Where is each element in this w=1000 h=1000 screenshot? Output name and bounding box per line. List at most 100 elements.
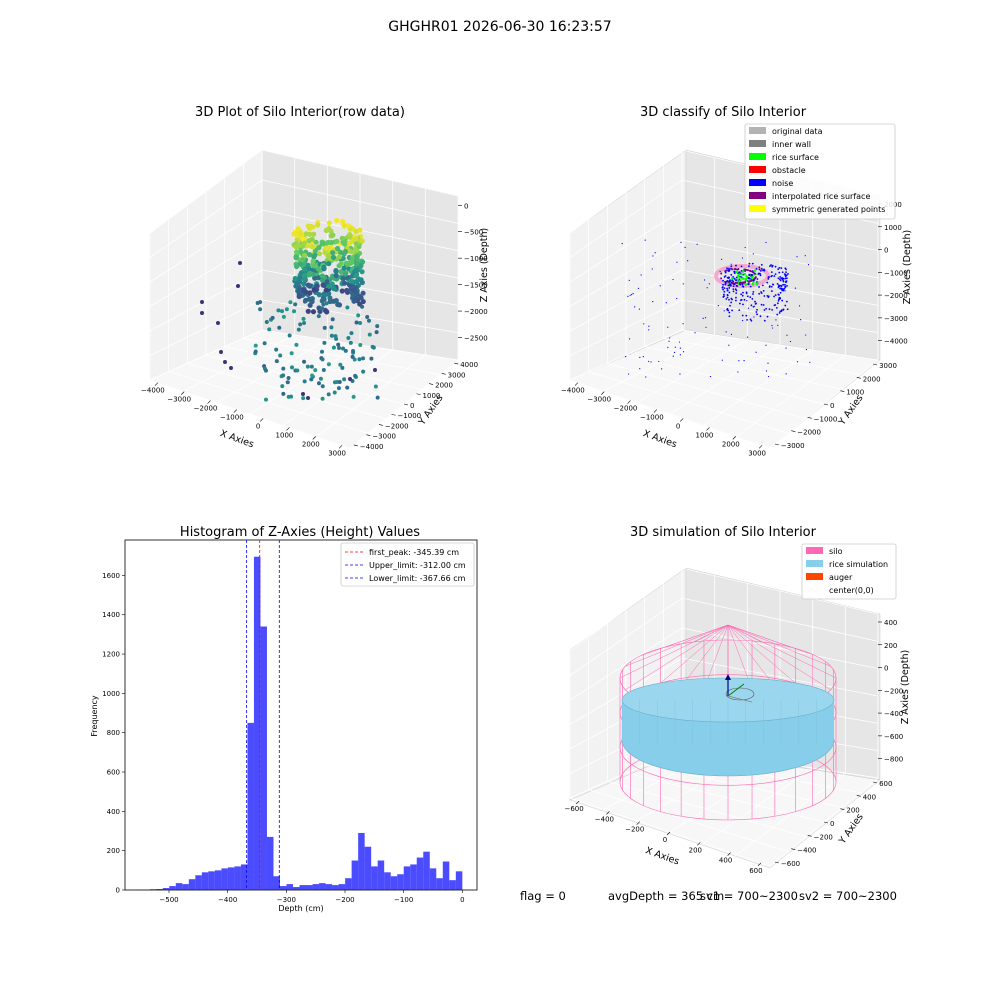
classify-noise-point bbox=[732, 285, 735, 288]
sim-roof-wire bbox=[727, 624, 762, 643]
classify-noise-point bbox=[629, 294, 631, 296]
raw-point bbox=[354, 320, 359, 325]
cls-y-tick bbox=[856, 377, 861, 379]
classify-noise-point bbox=[696, 243, 698, 245]
raw-point bbox=[329, 333, 334, 338]
raw-point bbox=[236, 284, 240, 288]
sim-y-tick-label: −400 bbox=[797, 847, 816, 855]
classify-rice-point bbox=[750, 273, 754, 277]
raw-point bbox=[312, 275, 318, 281]
classify-noise-point bbox=[777, 324, 779, 326]
hist-vlines bbox=[246, 540, 280, 890]
classify-noise-point bbox=[805, 334, 807, 336]
classify-noise-point bbox=[651, 268, 653, 270]
raw-point bbox=[341, 280, 348, 286]
raw-y-tick-label: −3000 bbox=[372, 433, 396, 441]
raw-point bbox=[310, 258, 316, 264]
raw-point bbox=[340, 365, 345, 370]
hist-bar bbox=[410, 864, 417, 890]
hist-x-ticks: −500 −400 −300 −200 −100 0 bbox=[159, 890, 465, 904]
raw-point bbox=[322, 325, 327, 330]
classify-noise-point bbox=[755, 311, 758, 313]
hist-y-tick-label: 400 bbox=[107, 808, 120, 816]
hist-y-tick-label: 800 bbox=[107, 729, 120, 737]
classify-noise-point bbox=[785, 347, 787, 349]
hist-bar bbox=[214, 870, 222, 890]
raw-point bbox=[321, 367, 326, 372]
classify-rice-point bbox=[747, 282, 750, 286]
classify-noise-point bbox=[642, 356, 644, 358]
raw-x-tick-label: −1000 bbox=[220, 414, 244, 422]
raw-point bbox=[374, 330, 379, 335]
classify-noise-point bbox=[721, 359, 723, 361]
sim-legend: silo rice simulation auger center(0,0) bbox=[801, 543, 897, 600]
raw-point bbox=[359, 269, 365, 275]
classify-noise-point bbox=[679, 347, 681, 349]
classify-noise-point bbox=[704, 317, 707, 319]
raw-point bbox=[359, 238, 365, 244]
sim-roof-wire bbox=[694, 624, 729, 643]
classify-noise-point bbox=[766, 281, 769, 284]
hist-x-tick-label: −100 bbox=[394, 896, 413, 904]
raw-point bbox=[284, 307, 289, 312]
raw-point bbox=[294, 342, 299, 347]
raw-point bbox=[323, 245, 329, 251]
hist-bar bbox=[169, 886, 176, 890]
raw-point bbox=[321, 296, 327, 303]
classify-rice-point bbox=[756, 282, 759, 285]
raw-point bbox=[351, 394, 356, 399]
classify-rice-point bbox=[738, 273, 741, 276]
hist-legend-box bbox=[340, 542, 475, 587]
classify-noise-point bbox=[719, 270, 721, 273]
raw-point bbox=[302, 379, 307, 384]
raw-point bbox=[336, 254, 342, 260]
raw-point bbox=[311, 254, 317, 260]
classify-noise-point bbox=[737, 371, 739, 373]
raw-point bbox=[373, 384, 378, 389]
classify-noise-point bbox=[682, 283, 684, 285]
classify-noise-point bbox=[726, 287, 728, 290]
classify-noise-point bbox=[634, 306, 636, 308]
hist-bar bbox=[253, 556, 261, 890]
raw-z-tick-label: −2000 bbox=[464, 308, 488, 316]
classify-rice-point bbox=[745, 274, 748, 278]
classify-noise-point bbox=[786, 285, 788, 287]
classify-noise-point bbox=[735, 276, 738, 279]
raw-title: 3D Plot of Silo Interior(row data) bbox=[195, 105, 405, 120]
raw-point bbox=[343, 260, 350, 266]
hist-bar bbox=[338, 884, 346, 890]
classify-noise-point bbox=[637, 287, 640, 289]
classify-noise-point bbox=[781, 271, 784, 274]
classify-noise-point bbox=[762, 269, 764, 272]
classify-rice-point bbox=[728, 279, 732, 282]
classify-noise-point bbox=[765, 344, 767, 346]
raw-point bbox=[338, 260, 344, 266]
raw-point bbox=[326, 392, 331, 397]
cls-x-tick-label: −2000 bbox=[614, 405, 638, 413]
classify-noise-point bbox=[759, 274, 762, 277]
classify-noise-point bbox=[650, 361, 652, 363]
classify-noise-point bbox=[672, 278, 674, 281]
raw-point bbox=[320, 282, 326, 288]
raw-point bbox=[287, 333, 292, 338]
classify-noise-point bbox=[735, 292, 738, 294]
raw-point bbox=[311, 287, 317, 293]
classify-noise-point bbox=[754, 302, 757, 305]
raw-point bbox=[303, 231, 309, 237]
classify-noise-point bbox=[722, 288, 724, 291]
raw-point bbox=[348, 340, 353, 345]
sim-y-tick bbox=[807, 835, 812, 837]
raw-x-tick bbox=[154, 382, 159, 386]
classify-noise-point bbox=[765, 370, 768, 372]
hist-legend-label: Lower_limit: -367.66 cm bbox=[369, 574, 466, 583]
raw-point bbox=[262, 341, 267, 346]
sim-legend-swatch bbox=[806, 573, 823, 580]
classify-noise-point bbox=[638, 308, 641, 310]
raw-point bbox=[340, 275, 346, 281]
hist-bar bbox=[449, 880, 456, 890]
raw-point bbox=[316, 314, 321, 319]
raw-point bbox=[323, 291, 329, 298]
raw-point bbox=[342, 377, 347, 382]
classify-noise-point bbox=[781, 284, 784, 286]
classify-noise-point bbox=[665, 302, 667, 304]
